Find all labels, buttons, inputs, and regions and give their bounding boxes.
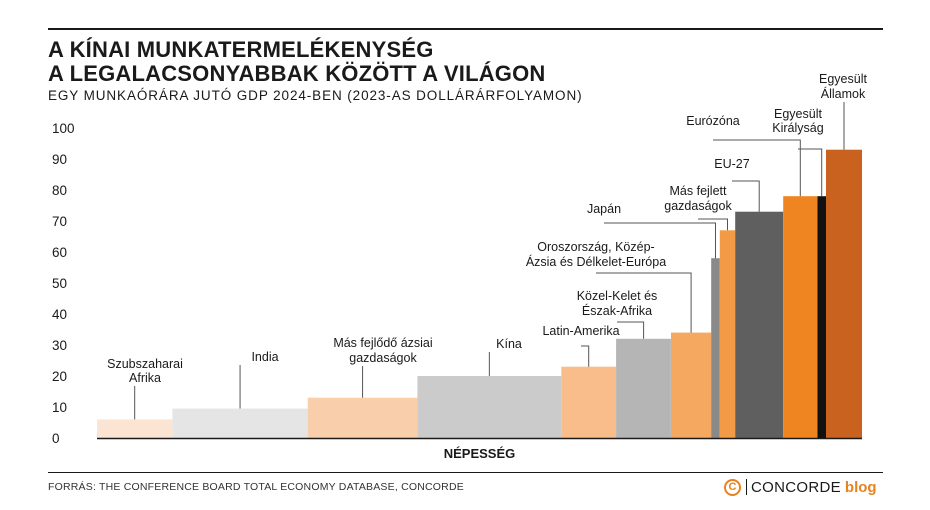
y-tick-label: 20 xyxy=(52,369,67,384)
y-tick-label: 40 xyxy=(52,307,67,322)
bar-label: Államok xyxy=(821,86,866,101)
logo-wordmark: CONCORDE xyxy=(751,478,841,496)
y-tick-label: 10 xyxy=(52,400,67,415)
y-tick-label: 60 xyxy=(52,245,67,260)
y-tick-label: 90 xyxy=(52,152,67,167)
bar-label: Afrika xyxy=(129,371,161,385)
bar xyxy=(826,149,862,438)
bar xyxy=(817,196,827,438)
logo-blog: blog xyxy=(844,478,877,496)
bar xyxy=(97,419,173,438)
leader-line xyxy=(596,272,692,333)
bar-label: Egyesült xyxy=(819,72,867,86)
y-tick-label: 30 xyxy=(52,338,67,353)
leader-line xyxy=(713,139,801,197)
bar-label: EU-27 xyxy=(714,157,749,171)
bar xyxy=(616,338,671,438)
bar-label: Egyesült xyxy=(774,107,822,121)
bar-label: Kína xyxy=(496,337,522,351)
y-tick-label: 80 xyxy=(52,183,67,198)
bar xyxy=(711,258,720,438)
leader-line xyxy=(732,180,760,212)
bar-label: gazdaságok xyxy=(664,199,732,213)
bar xyxy=(719,230,736,438)
x-axis-label: NÉPESSÉG xyxy=(444,446,516,461)
bar-label: Ázsia és Délkelet-Európa xyxy=(526,254,666,269)
concorde-logo-icon: C xyxy=(724,478,741,496)
logo-separator xyxy=(746,479,747,495)
bar-label: Közel-Kelet és xyxy=(577,289,658,303)
population-productivity-bar-chart: 0 10 20 30 40 50 60 70 80 90 100 SzubszaharaiAfrika… xyxy=(52,72,867,461)
bar xyxy=(172,408,308,438)
leader-line xyxy=(798,148,823,197)
bar xyxy=(307,397,418,438)
bar-label: Japán xyxy=(587,202,621,216)
chart-title-line1: A KÍNAI MUNKATERMELÉKENYSÉG xyxy=(48,37,434,62)
bar xyxy=(561,366,617,438)
leader-line xyxy=(581,345,590,367)
bar xyxy=(671,332,712,438)
leader-line xyxy=(604,222,716,259)
bar-label: Oroszország, Közép- xyxy=(537,240,654,254)
chart-subtitle: EGY MUNKAÓRÁRA JUTÓ GDP 2024-BEN (2023-A… xyxy=(48,88,583,103)
y-tick-label: 100 xyxy=(52,121,75,136)
leader-line xyxy=(617,321,645,339)
bar xyxy=(735,211,784,438)
bar-label: gazdaságok xyxy=(349,351,417,365)
bar-label: Más fejlődő ázsiai xyxy=(333,336,432,350)
bar-label: India xyxy=(251,350,278,364)
bottom-rule xyxy=(48,472,883,473)
bar-label: Észak-Afrika xyxy=(582,303,652,318)
concorde-logo: C CONCORDE blog xyxy=(724,476,877,498)
bar-label: Latin-Amerika xyxy=(542,324,619,338)
bar-label: Eurózóna xyxy=(686,114,740,128)
top-rule xyxy=(48,28,883,30)
source-note: FORRÁS: THE CONFERENCE BOARD TOTAL ECONO… xyxy=(48,481,464,493)
bar-label: Más fejlett xyxy=(670,184,727,198)
bar-label: Szubszaharai xyxy=(107,357,183,371)
chart-title-line2: A LEGALACSONYABBAK KÖZÖTT A VILÁGON xyxy=(48,61,546,86)
bar xyxy=(783,196,818,438)
y-tick-label: 0 xyxy=(52,431,60,446)
y-tick-label: 50 xyxy=(52,276,67,291)
bar xyxy=(417,376,562,438)
y-tick-label: 70 xyxy=(52,214,67,229)
bar-label: Királyság xyxy=(772,121,823,135)
leader-line xyxy=(698,218,728,231)
